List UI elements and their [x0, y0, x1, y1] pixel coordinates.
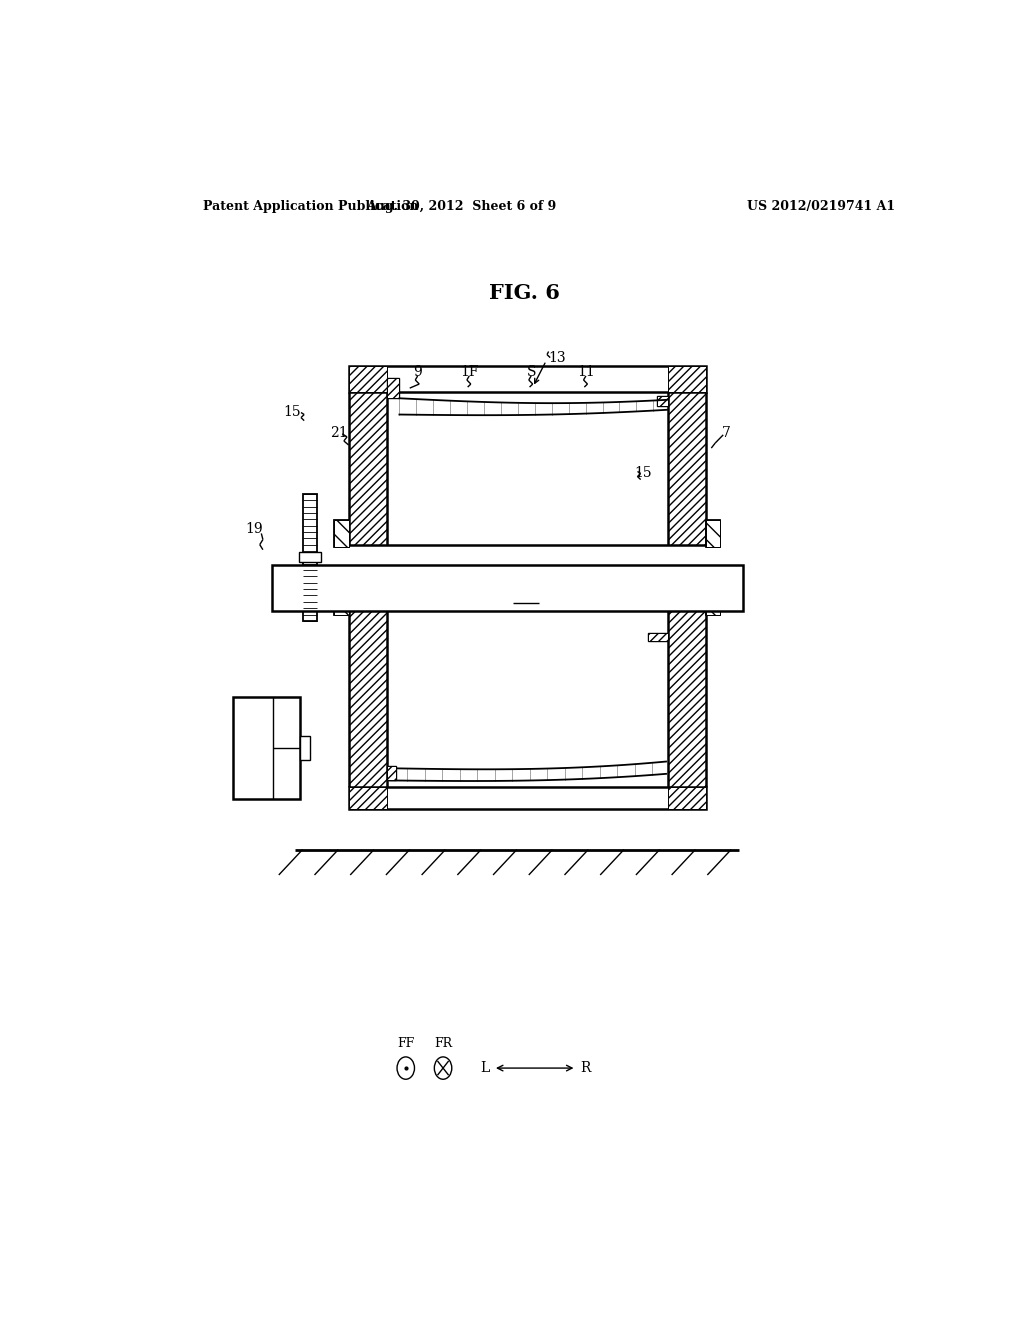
Text: 1F: 1F: [460, 364, 478, 379]
Bar: [668, 366, 706, 392]
Text: 19: 19: [246, 523, 263, 536]
Bar: [648, 634, 668, 642]
Bar: [656, 396, 668, 407]
Text: 23: 23: [279, 585, 296, 599]
Bar: [387, 766, 396, 780]
Text: 13: 13: [549, 351, 566, 364]
Text: Aug. 30, 2012  Sheet 6 of 9: Aug. 30, 2012 Sheet 6 of 9: [367, 199, 556, 213]
Text: Patent Application Publication: Patent Application Publication: [204, 199, 419, 213]
Bar: [303, 494, 316, 620]
Bar: [387, 378, 399, 399]
Text: S: S: [526, 364, 536, 379]
Bar: [300, 735, 309, 760]
Bar: [706, 520, 720, 546]
Bar: [334, 520, 348, 546]
Text: 17: 17: [514, 579, 536, 597]
Bar: [348, 366, 706, 392]
Text: L: L: [480, 1061, 489, 1074]
Text: FIG. 6: FIG. 6: [489, 282, 560, 302]
Bar: [668, 392, 706, 545]
Bar: [348, 366, 387, 392]
Bar: [656, 396, 668, 407]
Text: FR: FR: [434, 1038, 453, 1051]
Text: US 2012/0219741 A1: US 2012/0219741 A1: [748, 199, 895, 213]
Bar: [706, 593, 720, 615]
Bar: [348, 787, 387, 809]
Text: 9: 9: [414, 364, 422, 379]
Bar: [232, 697, 300, 799]
Text: 21: 21: [330, 426, 347, 440]
Bar: [668, 611, 706, 809]
Bar: [299, 552, 321, 562]
Bar: [668, 787, 706, 809]
Text: R: R: [581, 1061, 591, 1074]
Bar: [334, 520, 348, 546]
Bar: [348, 787, 706, 809]
Text: FF: FF: [397, 1038, 415, 1051]
Bar: [348, 392, 387, 545]
Bar: [348, 611, 387, 809]
Bar: [334, 593, 348, 615]
Text: 11: 11: [578, 364, 595, 379]
Bar: [334, 593, 348, 615]
Text: 15: 15: [284, 405, 301, 420]
Bar: [387, 766, 396, 780]
Bar: [706, 593, 720, 615]
Bar: [706, 520, 720, 546]
Bar: [648, 634, 668, 642]
Text: 7: 7: [722, 426, 730, 440]
Text: 15: 15: [634, 466, 652, 480]
Bar: [272, 565, 743, 611]
Bar: [387, 378, 399, 399]
